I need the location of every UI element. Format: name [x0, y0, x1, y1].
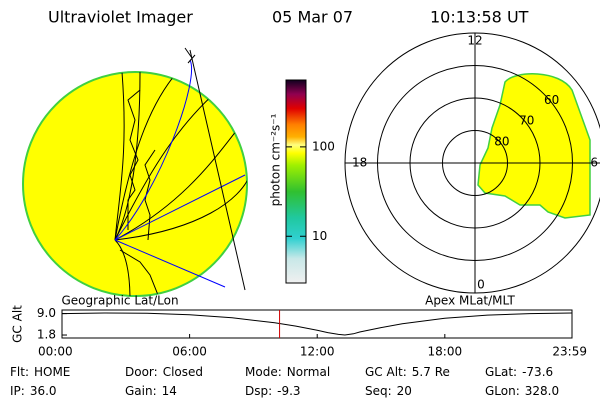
lat-label: 80 — [494, 135, 509, 149]
status-field: GC Alt: 5.7 Re — [365, 365, 450, 379]
status-field: Door: Closed — [125, 365, 203, 379]
status-value: -9.3 — [277, 384, 300, 398]
status-value: Closed — [163, 365, 203, 379]
mlt-label: 12 — [467, 34, 482, 48]
status-label: Door: — [125, 365, 158, 379]
x-tick-label: 18:00 — [428, 345, 463, 359]
altitude-frame — [61, 309, 573, 339]
lat-label: 60 — [544, 93, 559, 107]
status-label: Gain: — [125, 384, 157, 398]
mlt-label: 6 — [590, 156, 598, 170]
date: 05 Mar 07 — [272, 8, 353, 27]
colorbar-tick-label: 100 — [312, 139, 335, 153]
status-field: Seq: 20 — [365, 384, 412, 398]
time: 10:13:58 UT — [430, 8, 529, 27]
y-tick-label: 9.0 — [37, 306, 56, 320]
status-field: Dsp: -9.3 — [245, 384, 301, 398]
altitude-line — [61, 312, 573, 336]
earth-image — [22, 47, 248, 297]
colorbar-label: photon cm⁻²s⁻¹ — [269, 113, 283, 206]
status-label: GLon: — [485, 384, 520, 398]
polar-grid — [344, 32, 600, 294]
right-panel-label: Apex MLat/MLT — [425, 294, 515, 308]
status-value: 36.0 — [30, 384, 57, 398]
x-tick-label: 06:00 — [172, 345, 207, 359]
x-tick-label: 23:59 — [552, 345, 587, 359]
status-label: GC Alt: — [365, 365, 407, 379]
status-field: Flt: HOME — [10, 365, 70, 379]
x-tick-label: 12:00 — [300, 345, 335, 359]
status-field: Mode: Normal — [245, 365, 330, 379]
lat-label: 70 — [519, 114, 534, 128]
status-label: Dsp: — [245, 384, 272, 398]
status-value: 328.0 — [525, 384, 559, 398]
status-field: Gain: 14 — [125, 384, 177, 398]
status-field: IP: 36.0 — [10, 384, 57, 398]
status-field: GLat: -73.6 — [485, 365, 553, 379]
status-value: Normal — [287, 365, 330, 379]
status-label: Mode: — [245, 365, 282, 379]
status-value: 20 — [397, 384, 412, 398]
altitude-ylabel: GC Alt — [11, 305, 25, 343]
y-tick-label: 1.8 — [37, 328, 56, 342]
status-label: Flt: — [10, 365, 29, 379]
x-tick-label: 00:00 — [38, 345, 73, 359]
mlt-label: 18 — [352, 156, 367, 170]
status-label: IP: — [10, 384, 25, 398]
status-label: GLat: — [485, 365, 517, 379]
colorbar — [285, 79, 307, 284]
colorbar-tick-label: 10 — [312, 229, 327, 243]
status-value: 14 — [162, 384, 177, 398]
status-value: -73.6 — [522, 365, 553, 379]
title: Ultraviolet Imager — [48, 8, 193, 27]
status-label: Seq: — [365, 384, 392, 398]
status-value: HOME — [34, 365, 70, 379]
status-value: 5.7 Re — [412, 365, 450, 379]
left-panel-label: Geographic Lat/Lon — [61, 294, 178, 308]
mlt-label: 0 — [477, 278, 485, 292]
status-field: GLon: 328.0 — [485, 384, 559, 398]
